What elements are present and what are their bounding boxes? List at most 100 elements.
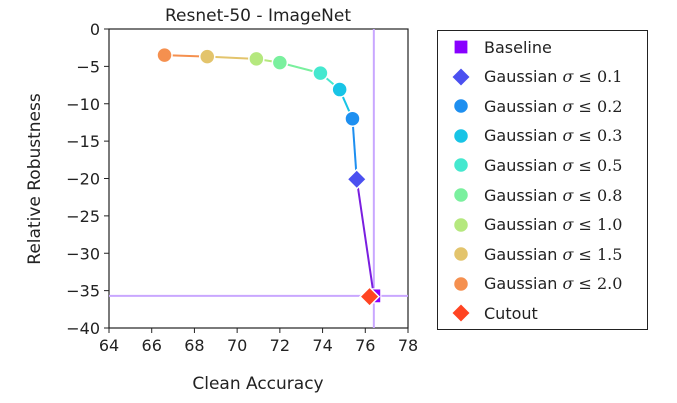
legend-label-symbol: σ <box>562 96 574 116</box>
legend-marker-circle-icon <box>448 152 474 178</box>
legend-item: Gaussian σ ≤ 2.0 <box>448 270 622 298</box>
legend-label: Gaussian σ ≤ 2.0 <box>484 274 622 293</box>
legend-marker <box>452 97 470 115</box>
y-tick-label: −10 <box>66 95 100 114</box>
cutout-point <box>358 286 381 308</box>
legend-marker-diamond-icon <box>448 300 474 326</box>
legend-label: Baseline <box>484 37 552 57</box>
legend-label-value: 2.0 <box>597 274 623 294</box>
legend-label-prefix: Gaussian <box>484 185 563 205</box>
legend-label: Gaussian σ ≤ 0.2 <box>484 97 622 116</box>
legend-label-operator: ≤ <box>573 215 597 235</box>
legend-label-value: 0.5 <box>597 155 623 175</box>
legend-label-prefix: Gaussian <box>484 244 563 264</box>
legend-marker-circle-icon <box>448 182 474 208</box>
chart-title: Resnet-50 - ImageNet <box>165 6 351 26</box>
legend-label: Gaussian σ ≤ 0.1 <box>484 67 622 86</box>
x-tick-label: 76 <box>355 336 375 355</box>
legend-label-value: 1.0 <box>597 215 623 235</box>
legend-label-symbol: σ <box>562 244 574 264</box>
x-tick-label: 74 <box>312 336 332 355</box>
legend-marker <box>452 157 470 174</box>
legend-marker-circle-icon <box>448 93 474 119</box>
legend-label: Gaussian σ ≤ 1.5 <box>484 245 622 264</box>
legend-label-operator: ≤ <box>573 185 597 205</box>
legend-marker <box>452 216 470 233</box>
y-tick-label: −20 <box>66 170 100 189</box>
legend-marker <box>450 66 472 88</box>
legend-label-symbol: σ <box>562 215 574 235</box>
y-tick-label: −5 <box>76 57 100 76</box>
gaussian-point-1-0 <box>248 50 265 68</box>
legend-label-operator: ≤ <box>573 67 597 87</box>
legend-label-prefix: Gaussian <box>484 274 563 294</box>
legend-marker-circle-icon <box>448 212 474 238</box>
legend-label-value: 0.2 <box>597 96 623 116</box>
legend-label-value: 0.8 <box>597 185 623 205</box>
x-tick-label: 78 <box>398 336 418 355</box>
x-tick-label: 66 <box>142 336 162 355</box>
legend-label-prefix: Gaussian <box>484 67 563 87</box>
legend-marker <box>452 127 470 145</box>
legend-label-symbol: σ <box>562 274 574 294</box>
legend-marker <box>450 302 472 324</box>
x-tick-label: 64 <box>99 336 119 355</box>
legend-label-value: 0.3 <box>597 126 623 146</box>
legend-label-symbol: σ <box>562 126 574 146</box>
gaussian-point-1-5 <box>198 48 216 65</box>
gaussian-point-0-5 <box>312 64 329 82</box>
legend-marker-circle-icon <box>448 271 474 297</box>
legend-marker <box>452 186 470 204</box>
x-tick-label: 68 <box>184 336 204 355</box>
legend-label-operator: ≤ <box>573 274 597 294</box>
legend-item: Cutout <box>448 299 538 327</box>
legend-label-prefix: Gaussian <box>484 215 563 235</box>
legend-label: Cutout <box>484 303 538 323</box>
legend-marker-diamond-icon <box>448 64 474 90</box>
plot-area: 64 66 68 70 72 74 76 78 0 −5 −10 −15 −20 −25 −30 −35 −40 <box>66 20 418 355</box>
x-tick-label: 72 <box>270 336 290 355</box>
legend: Baseline Gaussian σ ≤ 0.1 Gaussian σ ≤ 0.2… <box>437 30 648 330</box>
legend-marker-circle-icon <box>448 241 474 267</box>
y-tick-label: −25 <box>66 207 100 226</box>
legend-label: Gaussian σ ≤ 0.5 <box>484 156 622 175</box>
series-connector <box>355 179 375 297</box>
y-tick-label: −35 <box>66 282 100 301</box>
legend-item: Baseline <box>448 33 552 61</box>
legend-label-operator: ≤ <box>573 244 597 264</box>
legend-item: Gaussian σ ≤ 0.8 <box>448 181 622 209</box>
legend-label-operator: ≤ <box>573 155 597 175</box>
legend-label-operator: ≤ <box>573 126 597 146</box>
legend-label: Gaussian σ ≤ 0.3 <box>484 126 622 145</box>
y-tick-label: −30 <box>66 244 100 263</box>
legend-label: Gaussian σ ≤ 0.8 <box>484 186 622 205</box>
legend-marker <box>453 39 469 55</box>
legend-label-prefix: Gaussian <box>484 96 563 116</box>
y-tick-label: −40 <box>66 319 100 338</box>
gaussian-point-0-1 <box>346 168 368 190</box>
legend-marker-square-icon <box>448 34 474 60</box>
legend-item: Gaussian σ ≤ 1.5 <box>448 240 622 268</box>
gaussian-point-2-0 <box>156 46 173 64</box>
legend-label-symbol: σ <box>562 185 574 205</box>
legend-item: Gaussian σ ≤ 1.0 <box>448 211 622 239</box>
y-axis-label: Relative Robustness <box>25 93 45 265</box>
legend-marker <box>452 275 470 293</box>
y-tick-label: 0 <box>90 20 100 39</box>
y-tick-label: −15 <box>66 132 100 151</box>
legend-item: Gaussian σ ≤ 0.1 <box>448 63 622 91</box>
legend-marker-circle-icon <box>448 123 474 149</box>
x-axis-label: Clean Accuracy <box>192 374 323 394</box>
legend-label-prefix: Gaussian <box>484 126 563 146</box>
gaussian-point-0-2 <box>344 110 361 127</box>
legend-item: Gaussian σ ≤ 0.2 <box>448 92 622 120</box>
gaussian-point-0-3 <box>331 81 348 98</box>
legend-item: Gaussian σ ≤ 0.3 <box>448 122 622 150</box>
legend-label-symbol: σ <box>562 67 574 87</box>
legend-label-operator: ≤ <box>573 96 597 116</box>
series-connector <box>351 118 358 180</box>
x-tick-label: 70 <box>227 336 247 355</box>
legend-label-value: 1.5 <box>597 244 623 264</box>
legend-label-symbol: σ <box>562 155 574 175</box>
